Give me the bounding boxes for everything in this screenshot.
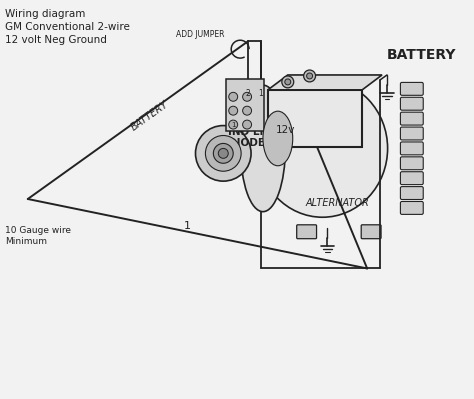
FancyBboxPatch shape [401, 97, 423, 110]
Ellipse shape [257, 79, 388, 217]
Text: Minimum: Minimum [5, 237, 47, 246]
FancyBboxPatch shape [401, 127, 423, 140]
Circle shape [229, 120, 237, 129]
FancyBboxPatch shape [401, 201, 423, 214]
Circle shape [307, 73, 312, 79]
FancyBboxPatch shape [226, 79, 264, 130]
Ellipse shape [263, 111, 293, 166]
Circle shape [195, 126, 251, 181]
Text: 1: 1 [259, 89, 264, 98]
FancyBboxPatch shape [401, 187, 423, 200]
FancyBboxPatch shape [297, 225, 317, 239]
Text: DIODE: DIODE [228, 138, 265, 148]
Circle shape [229, 106, 237, 115]
Bar [268, 90, 362, 147]
Ellipse shape [241, 85, 285, 211]
Text: 2: 2 [246, 89, 250, 98]
Text: 1: 1 [231, 122, 236, 128]
Text: Wiring diagram: Wiring diagram [5, 10, 85, 20]
Circle shape [285, 79, 291, 85]
FancyBboxPatch shape [401, 172, 423, 185]
Circle shape [243, 92, 252, 101]
Circle shape [205, 136, 241, 171]
Text: ADD JUMPER: ADD JUMPER [176, 30, 225, 39]
Circle shape [243, 120, 252, 129]
FancyBboxPatch shape [401, 142, 423, 155]
Text: ALTERNATOR: ALTERNATOR [306, 198, 369, 208]
Circle shape [243, 106, 252, 115]
Circle shape [304, 70, 316, 82]
FancyBboxPatch shape [361, 225, 381, 239]
FancyBboxPatch shape [401, 112, 423, 125]
FancyBboxPatch shape [401, 83, 423, 95]
Text: BATTERY: BATTERY [387, 48, 456, 62]
Text: 12 volt Neg Ground: 12 volt Neg Ground [5, 35, 107, 45]
Circle shape [219, 148, 228, 158]
Circle shape [213, 143, 233, 163]
Circle shape [229, 92, 237, 101]
FancyBboxPatch shape [401, 157, 423, 170]
Text: BATTERY: BATTERY [129, 99, 171, 133]
Polygon shape [268, 75, 382, 90]
Text: GM Conventional 2-wire: GM Conventional 2-wire [5, 22, 130, 32]
Text: 12v: 12v [276, 124, 295, 134]
Text: 1: 1 [184, 221, 191, 231]
Circle shape [282, 76, 294, 88]
Text: 10 Gauge wire: 10 Gauge wire [5, 226, 71, 235]
Text: IND LIGHT OR: IND LIGHT OR [228, 126, 309, 136]
